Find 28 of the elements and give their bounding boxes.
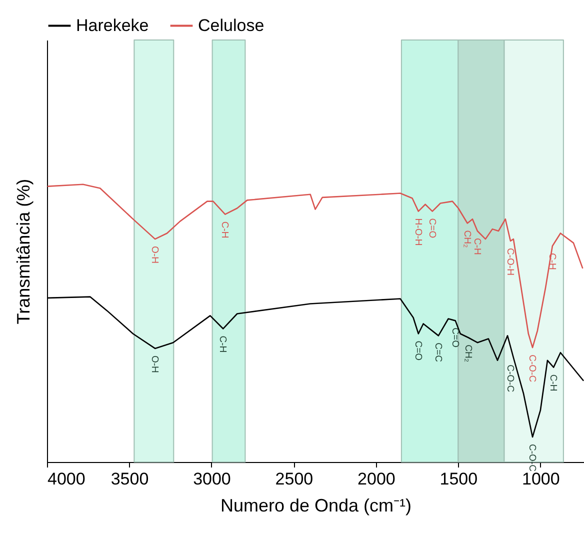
- annotation: O-H: [149, 246, 160, 264]
- annotation: C-H: [219, 221, 230, 238]
- x-tick-label: 1000: [522, 470, 560, 488]
- x-tick-label: 2500: [275, 470, 314, 488]
- annotation: C-H: [217, 336, 228, 353]
- legend-label: Celulose: [198, 16, 264, 35]
- annotation: C-O-C: [526, 354, 538, 382]
- annotation: C=O: [412, 340, 424, 361]
- x-tick-label: 4000: [48, 470, 86, 488]
- annotation: C-O-C: [504, 364, 516, 392]
- annotation: CH₂: [461, 230, 472, 248]
- annotation: C-O-C: [526, 444, 538, 472]
- annotation: O-H: [149, 355, 160, 373]
- x-axis-title: Numero de Onda (cm⁻¹): [220, 496, 412, 516]
- x-tick-label: 3000: [193, 470, 231, 488]
- annotation: C=C: [432, 342, 444, 362]
- x-tick-label: 2000: [358, 470, 396, 488]
- annotation: C=O: [449, 328, 460, 348]
- annotation: C=O: [426, 218, 438, 238]
- annotation: C-O-H: [504, 248, 516, 276]
- y-axis-title: Transmitância (%): [14, 178, 34, 324]
- legend-label: Harekeke: [76, 16, 149, 35]
- x-tick-label: 3500: [110, 470, 149, 488]
- annotation: C-H: [471, 238, 482, 256]
- x-tick-label: 1500: [440, 470, 478, 488]
- annotation: H-O-H: [412, 218, 424, 246]
- annotation: CH₂: [462, 344, 474, 362]
- annotation: C-H: [548, 374, 559, 392]
